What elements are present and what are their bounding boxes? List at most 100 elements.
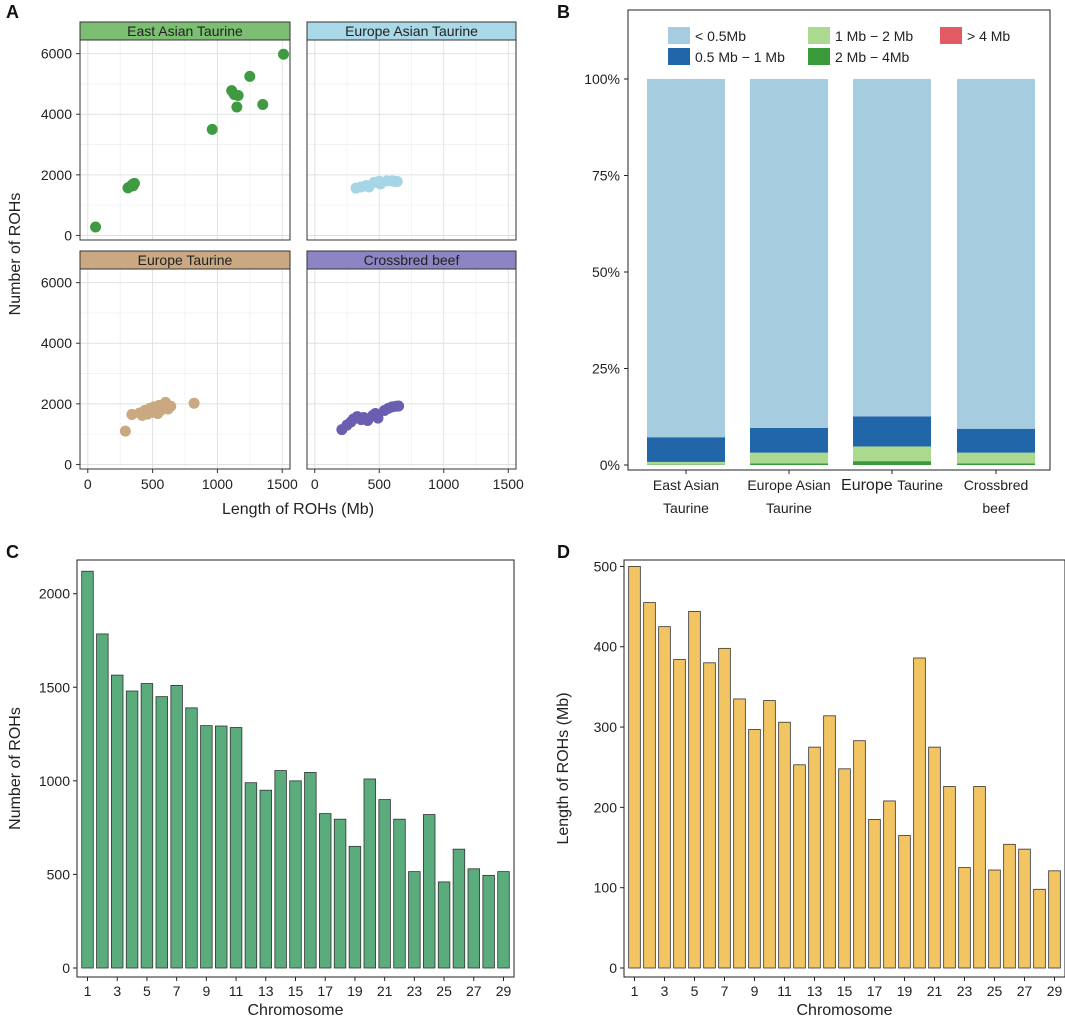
y-tick-label: 2000 (41, 167, 72, 183)
bar-segment (647, 461, 725, 465)
y-tick-label: 6000 (41, 46, 72, 62)
bar (378, 799, 391, 969)
legend-label: < 0.5Mb (695, 28, 746, 44)
x-tick-label: 23 (957, 983, 973, 999)
x-tick-label: 17 (867, 983, 883, 999)
bar (988, 869, 1001, 969)
data-point (188, 397, 200, 409)
data-point (393, 400, 405, 412)
x-tick-label: 3 (661, 983, 669, 999)
bar (748, 729, 761, 969)
data-point (278, 48, 290, 60)
facet-border (306, 39, 517, 241)
x-tick-label: 25 (987, 983, 1003, 999)
x-tick-label: 21 (377, 983, 393, 999)
bar-segment (750, 427, 828, 453)
x-tick-label: 7 (721, 983, 729, 999)
x-tick-label: 1 (84, 983, 92, 999)
y-axis-title: Number of ROHs (7, 707, 24, 830)
bar (943, 786, 956, 969)
x-tick-label: 0 (311, 476, 319, 492)
x-tick-label: 15 (288, 983, 304, 999)
bar (155, 696, 168, 969)
x-tick-label: Europe Asian (747, 477, 830, 493)
y-tick-label: 0 (64, 227, 72, 243)
bar (333, 818, 347, 969)
x-axis-title: Length of ROHs (Mb) (222, 501, 374, 518)
bar (628, 566, 641, 969)
y-tick-label: 50% (592, 264, 620, 280)
bar-segment (853, 446, 931, 462)
panel-letter-c: C (6, 542, 19, 562)
bar-segment (853, 461, 931, 465)
facet-title: Europe Asian Taurine (345, 23, 478, 39)
bar-segment (853, 416, 931, 447)
x-tick-label: 21 (927, 983, 943, 999)
x-tick-label: 500 (368, 476, 392, 492)
x-tick-label: 29 (496, 983, 512, 999)
bar (393, 818, 406, 969)
bar (482, 874, 495, 969)
legend-label: 2 Mb − 4Mb (835, 49, 910, 65)
bar (215, 725, 228, 969)
bar (81, 570, 94, 969)
bar (913, 657, 926, 969)
y-tick-label: 2000 (39, 586, 70, 602)
y-tick-label: 25% (592, 361, 620, 377)
facet-title: Europe Taurine (138, 252, 233, 268)
y-tick-label: 500 (594, 558, 618, 574)
bar (853, 740, 866, 969)
data-point (119, 425, 131, 437)
y-axis-title: Length of ROHs (Mb) (555, 692, 572, 844)
legend-label: 1 Mb − 2 Mb (835, 28, 913, 44)
facet-border (79, 268, 291, 470)
y-tick-label: 0 (64, 456, 72, 472)
x-tick-label: Crossbred (964, 477, 1029, 493)
x-tick-label: 25 (436, 983, 452, 999)
bar-segment (750, 463, 828, 465)
legend-swatch (940, 27, 962, 44)
bar (898, 835, 911, 969)
bar (1018, 848, 1031, 969)
data-point (244, 70, 256, 82)
x-tick-label: 13 (258, 983, 274, 999)
y-tick-label: 300 (594, 719, 618, 735)
x-tick-label: 9 (202, 983, 210, 999)
y-tick-label: 400 (594, 639, 618, 655)
x-tick-label: Europe Taurine (841, 477, 943, 494)
y-tick-label: 100 (594, 880, 618, 896)
x-tick-label: 23 (407, 983, 423, 999)
y-tick-label: 100% (584, 71, 620, 87)
bar (289, 780, 302, 969)
bar (200, 725, 213, 969)
legend-swatch (808, 27, 830, 44)
bar (778, 721, 791, 969)
bar-segment (750, 79, 828, 428)
bar (111, 674, 124, 969)
bar (973, 786, 986, 969)
bar (259, 789, 272, 969)
panel-a-scatter-facets: East Asian Taurine 0 2000 4000 6000 Europe As… (7, 21, 524, 518)
x-tick-label: 1500 (493, 476, 524, 492)
x-tick-label: 1 (631, 983, 639, 999)
y-tick-label: 1500 (39, 679, 70, 695)
y-tick-label: 75% (592, 168, 620, 184)
x-axis-title: Chromosome (247, 1002, 343, 1019)
bar (96, 633, 109, 969)
bar-segment (853, 79, 931, 417)
x-tick-label: East Asian (653, 477, 719, 493)
bar (452, 848, 466, 969)
x-tick-label: 17 (317, 983, 333, 999)
bar (823, 715, 836, 969)
x-tick-label: 13 (807, 983, 823, 999)
y-tick-label: 0% (600, 457, 620, 473)
legend-swatch (668, 27, 690, 44)
x-tick-label: Taurine (663, 500, 709, 516)
bar (793, 764, 806, 969)
bar (688, 611, 701, 969)
bar-segment (957, 428, 1035, 453)
x-tick-label: 29 (1047, 983, 1063, 999)
x-tick-label: 7 (173, 983, 181, 999)
x-tick-label: 3 (113, 983, 121, 999)
